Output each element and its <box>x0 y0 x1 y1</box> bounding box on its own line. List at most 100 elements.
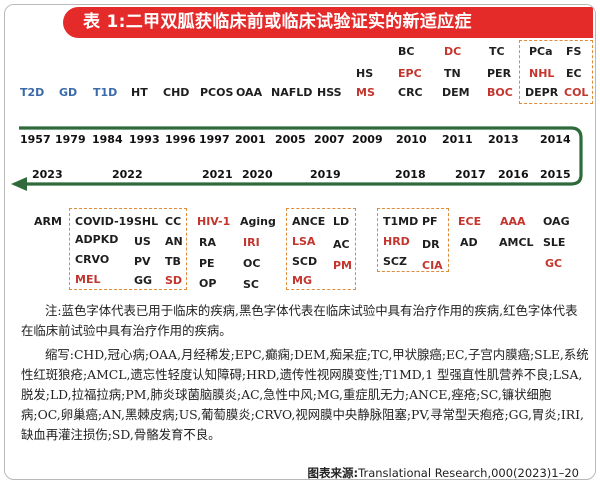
title-banner-fill <box>63 7 593 38</box>
disease-label: DC <box>444 45 462 58</box>
timeline-arrowhead <box>11 177 27 191</box>
timeline-path <box>19 126 583 186</box>
year-2022: 2022 <box>112 168 143 181</box>
disease-label: PM <box>333 259 353 272</box>
year-2018: 2018 <box>395 168 426 181</box>
disease-label: ARM <box>34 215 62 228</box>
year-2013: 2013 <box>488 133 519 146</box>
color-legend-note: 注:蓝色字体代表已用于临床的疾病,黑色字体代表在临床试验中具有治疗作用的疾病,红… <box>21 303 578 338</box>
year-2023: 2023 <box>32 168 63 181</box>
title-banner: 表 1:二甲双胍获临床前或临床试验证实的新适应症 <box>5 5 595 41</box>
disease-label: TN <box>444 67 461 80</box>
year-2010: 2010 <box>396 133 427 146</box>
disease-label: LSA <box>292 235 316 248</box>
group-box-2014 <box>519 40 593 104</box>
disease-label: PE <box>199 257 215 270</box>
disease-label: AMCL <box>499 236 534 249</box>
disease-label: GC <box>545 257 563 270</box>
figure-source: 图表来源:Translational Research,000(2023)1–2… <box>307 465 579 480</box>
disease-label: MEL <box>75 273 101 286</box>
disease-label: PCOS <box>200 86 234 99</box>
disease-label: TB <box>165 255 181 268</box>
year-2011: 2011 <box>442 133 473 146</box>
disease-label: LD <box>333 215 350 228</box>
year-1997: 1997 <box>199 133 230 146</box>
disease-label: AAA <box>500 215 526 228</box>
disease-label: PF <box>422 215 438 228</box>
year-2007: 2007 <box>314 133 345 146</box>
disease-label: COL <box>564 86 589 99</box>
disease-label: BC <box>398 45 415 58</box>
disease-label: OC <box>243 257 261 270</box>
disease-label: US <box>134 235 151 248</box>
disease-label: SC <box>243 278 259 291</box>
disease-label: PCa <box>529 45 553 58</box>
year-2020: 2020 <box>242 168 273 181</box>
disease-label: CHD <box>163 86 190 99</box>
year-2016: 2016 <box>498 168 529 181</box>
disease-label: ANCE <box>292 215 326 228</box>
disease-label: AD <box>460 236 478 249</box>
disease-label: EPC <box>398 67 422 80</box>
year-1979: 1979 <box>55 133 86 146</box>
disease-label: CC <box>165 215 182 228</box>
disease-label: ECE <box>458 215 482 228</box>
abbreviation-note: 缩写:CHD,冠心病;OAA,月经稀发;EPC,癫痫;DEM,痴呆症;TC,甲状… <box>21 347 589 442</box>
source-label: 图表来源: <box>307 466 359 480</box>
disease-label: MG <box>292 274 312 287</box>
disease-label: HSS <box>317 86 342 99</box>
disease-label: CRVO <box>75 253 110 266</box>
year-2017: 2017 <box>455 168 486 181</box>
disease-label: SCZ <box>383 255 407 268</box>
year-2019: 2019 <box>310 168 341 181</box>
figure-title: 表 1:二甲双胍获临床前或临床试验证实的新适应症 <box>83 12 472 32</box>
year-2015: 2015 <box>540 168 571 181</box>
disease-label: AN <box>165 235 183 248</box>
disease-label: PV <box>134 255 151 268</box>
disease-label: NHL <box>529 67 555 80</box>
disease-label: HIV-1 <box>197 215 231 228</box>
disease-label: HRD <box>383 235 410 248</box>
disease-label: OP <box>199 277 217 290</box>
year-2009: 2009 <box>352 133 383 146</box>
disease-label: AC <box>333 238 350 251</box>
disease-label: T1MD <box>383 215 419 228</box>
disease-label: SLE <box>543 236 566 249</box>
disease-label: HT <box>131 86 148 99</box>
year-2021: 2021 <box>202 168 233 181</box>
disease-label: RA <box>199 236 216 249</box>
disease-label: T2D <box>20 86 45 99</box>
disease-label: PER <box>487 67 512 80</box>
disease-label: FS <box>566 45 582 58</box>
disease-label: GG <box>134 274 153 287</box>
year-1957: 1957 <box>20 133 51 146</box>
disease-label: SHL <box>134 215 159 228</box>
disease-label: OAG <box>543 215 570 228</box>
disease-label: SD <box>165 274 183 287</box>
disease-label: COVID-19 <box>75 215 134 228</box>
year-1996: 1996 <box>165 133 196 146</box>
year-2014: 2014 <box>540 133 571 146</box>
figure-panel: 表 1:二甲双胍获临床前或临床试验证实的新适应症 1957 1979 1984 … <box>4 4 596 480</box>
disease-label: ADPKD <box>75 233 119 246</box>
disease-label: T1D <box>93 86 118 99</box>
disease-label: EC <box>566 67 582 80</box>
disease-label: SCD <box>292 255 318 268</box>
year-2001: 2001 <box>235 133 266 146</box>
disease-label: OAA <box>236 86 263 99</box>
source-text: Translational Research,000(2023)1–20 <box>358 466 579 480</box>
group-box-2019 <box>286 208 356 290</box>
disease-label: CRC <box>398 86 423 99</box>
disease-label: GD <box>59 86 78 99</box>
disease-label: NAFLD <box>271 86 313 99</box>
timeline-arrow <box>11 126 583 191</box>
disease-label: HS <box>356 67 374 80</box>
disease-label: BOC <box>487 86 513 99</box>
group-box-2018 <box>377 208 449 272</box>
disease-label: DR <box>422 238 440 251</box>
year-2005: 2005 <box>275 133 306 146</box>
group-box-2022 <box>69 208 187 290</box>
disease-label: DEM <box>442 86 470 99</box>
disease-label: TC <box>489 45 505 58</box>
year-1984: 1984 <box>92 133 123 146</box>
